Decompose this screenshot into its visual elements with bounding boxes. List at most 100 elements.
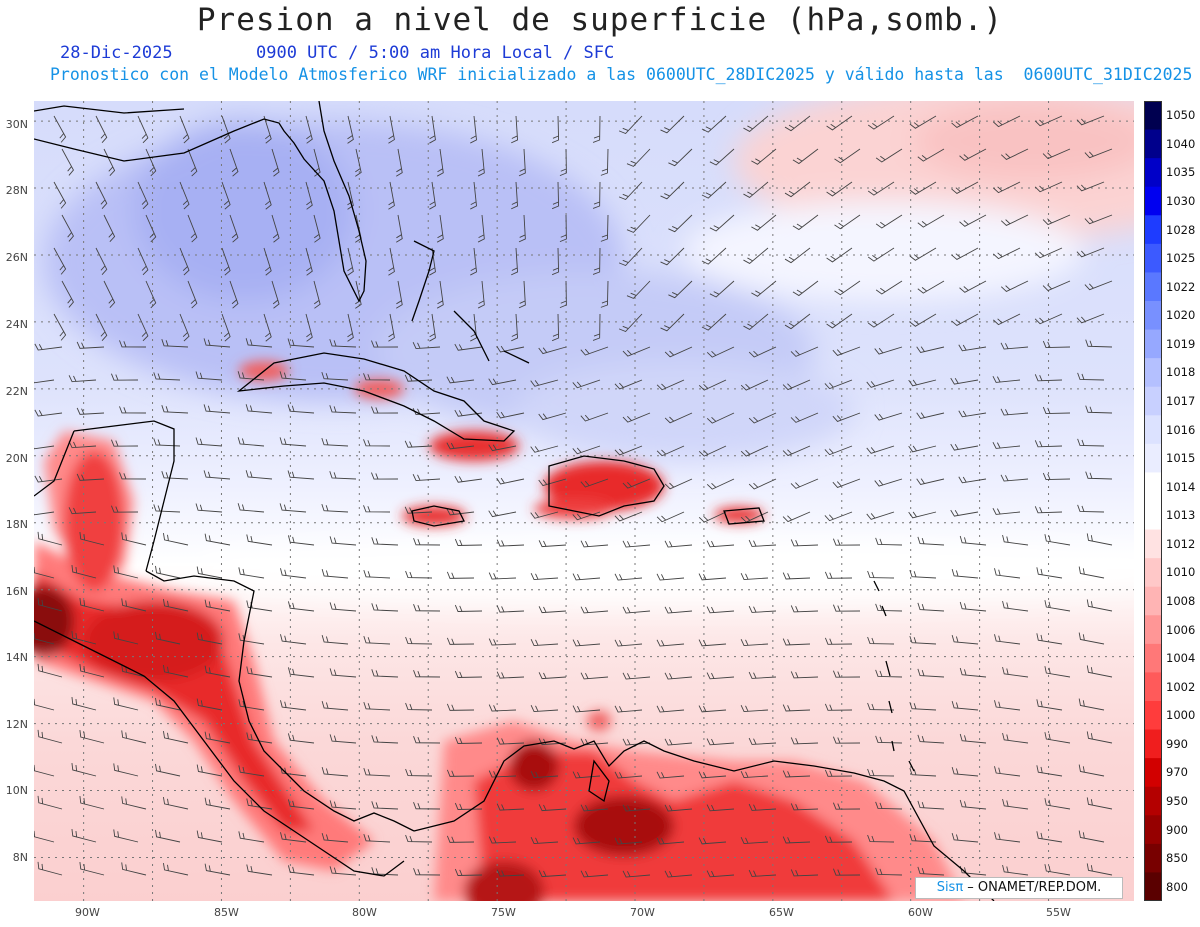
wind-barb [698,511,727,523]
wind-barb [121,862,147,876]
wind-barb [279,371,307,381]
wind-barb [119,472,147,480]
wind-barb [958,476,987,484]
wind-barb [37,531,63,546]
wind-barb [196,830,223,843]
wind-barb [238,567,265,579]
wind-barb [1044,732,1071,744]
wind-barb [698,639,727,647]
wind-barb [71,762,97,777]
colorbar-swatch [1144,215,1162,245]
wind-barb [238,831,265,843]
wind-barb [204,665,231,678]
wind-barb [271,148,280,177]
wind-barb [600,148,609,176]
colorbar-label: 1020 [1166,308,1196,323]
wind-barb [1000,474,1029,482]
wind-barb [530,836,559,845]
wind-barb [1034,181,1063,193]
wind-barb [592,313,601,341]
wind-barb [329,405,357,414]
wind-barb [656,771,685,779]
wind-barb [79,664,105,678]
colorbar-swatch [1144,729,1162,759]
wind-barb [875,537,903,546]
wind-barb [664,346,693,358]
wind-barb [179,115,190,144]
wind-barb [1034,313,1063,325]
wind-barb [329,734,357,744]
wind-barb [824,703,853,711]
wind-barb [280,568,307,579]
wind-barb [347,115,354,144]
colorbar-swatch [1144,301,1162,331]
wind-barb [363,373,391,381]
wind-barb [706,346,735,358]
wind-barb [412,342,441,350]
wind-barb [832,412,861,422]
wind-barb [1000,342,1029,350]
wind-barb [496,477,525,485]
wind-barb [454,343,483,351]
wind-barb [204,797,231,810]
wind-barb [470,181,477,210]
wind-barb [363,505,391,513]
wind-barb [743,247,769,264]
wind-barb [405,570,433,579]
wind-barb [909,115,937,129]
wind-barb [162,796,189,810]
wind-barb [790,478,819,489]
wind-barb [664,870,693,878]
wind-barb [706,606,735,614]
wind-barb [1034,247,1063,259]
wind-barb [271,280,280,309]
wind-barb [454,538,483,546]
wind-barb [622,672,651,680]
wind-barb [875,214,903,229]
wind-barb [1034,440,1063,448]
colorbar-swatch [1144,415,1162,445]
colorbar-label: 1000 [1166,708,1196,723]
wind-barb [371,669,399,678]
wind-barb [329,602,357,612]
wind-barb [1086,665,1113,678]
wind-barb [994,634,1021,645]
wind-barb [743,181,769,198]
wind-barb [446,703,475,711]
wind-barb [698,837,727,845]
wind-barb [95,247,108,275]
wind-barb [992,441,1021,449]
wind-barb [874,346,903,355]
wind-barb [572,573,601,581]
wind-barb [784,115,811,132]
colorbar-label: 1013 [1166,508,1196,523]
colorbar-swatch [1144,843,1162,873]
wind-barb [496,869,525,877]
wind-barb [363,569,391,579]
wind-barb [622,412,651,423]
wind-barb [1042,280,1071,292]
wind-barb [280,700,307,711]
wind-barb [743,313,769,330]
wind-barb [446,835,475,843]
wind-barb [1086,797,1113,810]
wind-barb [477,280,485,309]
wind-barb [1084,148,1113,159]
wind-barb [622,478,651,489]
wind-barb [826,181,853,197]
wind-barb [1077,504,1105,513]
lat-label-30n: 30N [5,118,28,131]
wind-barb [790,737,819,745]
wind-barb [145,214,157,243]
wind-barb [1044,864,1071,876]
wind-barb [832,670,861,678]
wind-barb [614,379,643,390]
wind-barb [701,115,727,133]
wind-barb [187,214,198,243]
lon-label-80w: 80W [352,906,377,919]
wind-barb [371,406,399,414]
wind-barb [782,379,811,391]
wind-barb [959,535,987,546]
wind-barb [698,771,727,779]
lat-label-28n: 28N [5,184,28,197]
